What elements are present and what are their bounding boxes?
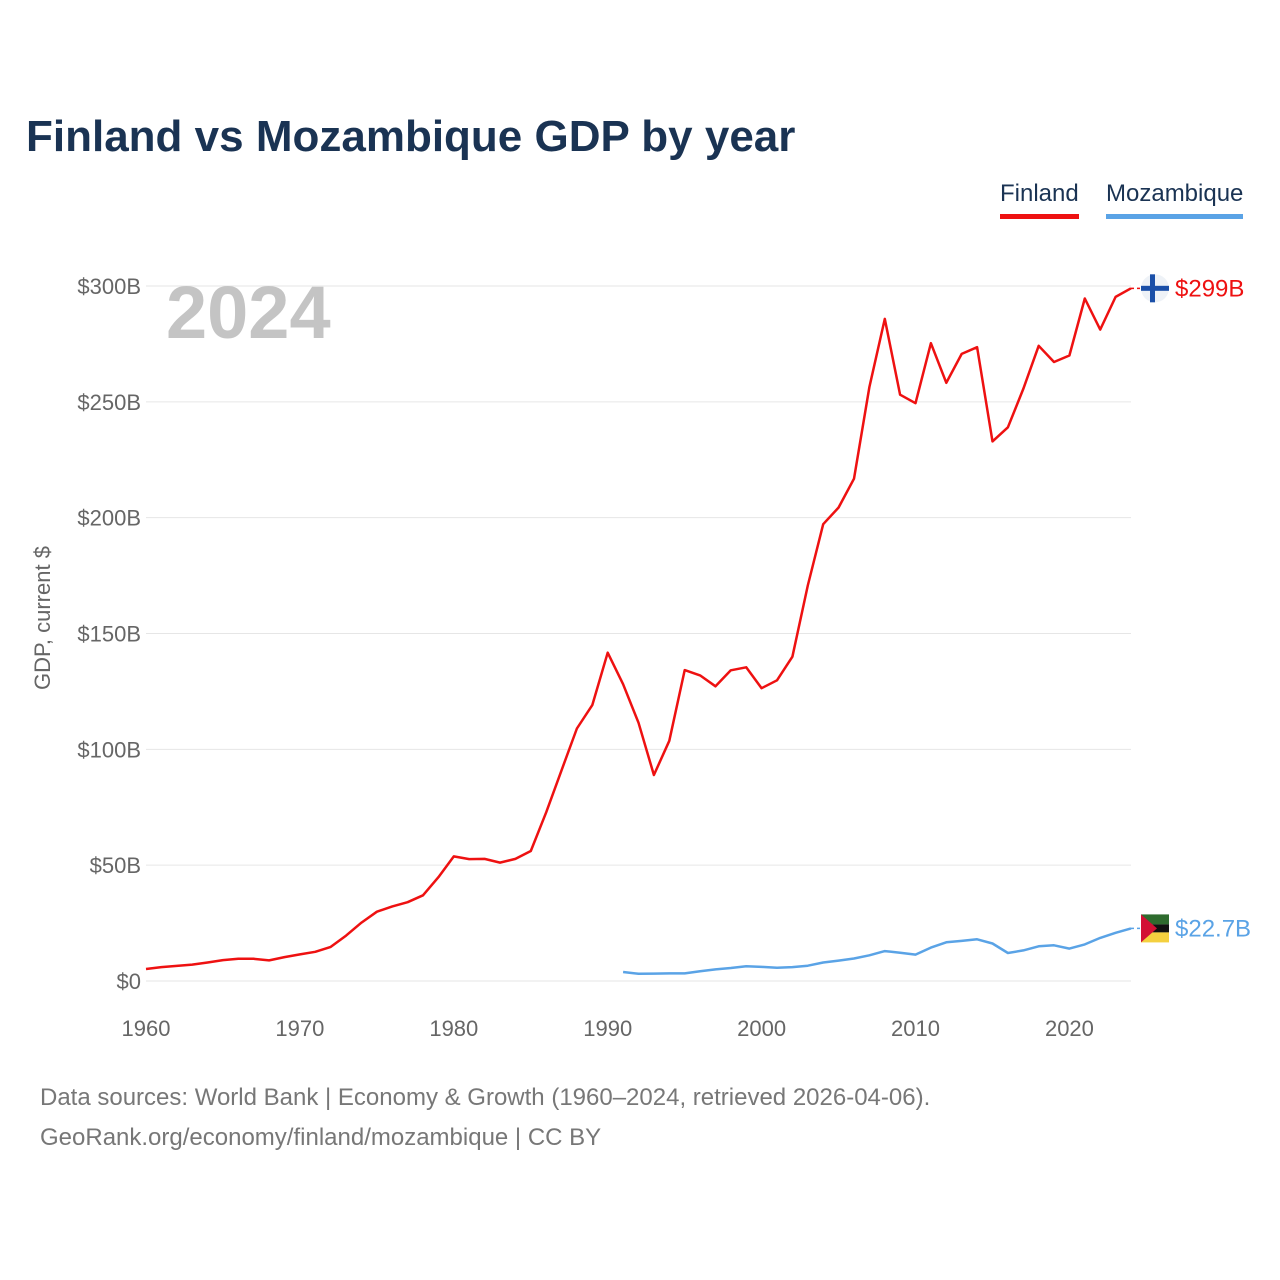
mozambique-flag-icon xyxy=(1141,914,1169,943)
legend-item-finland[interactable]: Finland xyxy=(1000,180,1079,219)
y-tick-label: $100B xyxy=(77,737,141,762)
x-tick-label: 2000 xyxy=(737,1016,786,1041)
series-line-finland[interactable] xyxy=(145,287,1132,971)
x-tick-label: 2020 xyxy=(1045,1016,1094,1041)
year-watermark: 2024 xyxy=(166,271,331,354)
x-tick-label: 1990 xyxy=(583,1016,632,1041)
gridlines xyxy=(146,285,1131,982)
series-line-mozambique[interactable] xyxy=(622,927,1132,976)
end-value-label-finland: $299B xyxy=(1175,275,1244,302)
x-tick-label: 1970 xyxy=(275,1016,324,1041)
data-source-text: Data sources: World Bank | Economy & Gro… xyxy=(40,1084,931,1111)
x-tick-label: 1980 xyxy=(429,1016,478,1041)
y-tick-label: $150B xyxy=(77,622,141,647)
y-tick-label: $300B xyxy=(77,274,141,299)
attribution-link[interactable]: GeoRank.org/economy/finland/mozambique |… xyxy=(40,1124,602,1151)
x-tick-label: 1960 xyxy=(122,1016,171,1041)
finland-flag-icon xyxy=(1141,274,1169,303)
y-tick-label: $200B xyxy=(77,506,141,531)
legend-item-mozambique[interactable]: Mozambique xyxy=(1106,180,1244,219)
line-chart: $0 $50B $100B $150B $200B $250B $300B 1960 1970… xyxy=(30,271,1251,1041)
x-tick-label: 2010 xyxy=(891,1016,940,1041)
y-axis-ticks: $0 $50B $100B $150B $200B $250B $300B xyxy=(77,274,141,994)
y-tick-label: $50B xyxy=(90,853,141,878)
y-tick-label: $0 xyxy=(117,969,141,994)
series-lines xyxy=(145,287,1132,976)
chart-title: Finland vs Mozambique GDP by year xyxy=(26,112,796,161)
y-tick-label: $250B xyxy=(77,390,141,415)
y-axis-label: GDP, current $ xyxy=(30,546,55,690)
end-markers: $299B $22.7B xyxy=(1131,274,1251,943)
x-axis-ticks: 1960 1970 1980 1990 2000 2010 2020 xyxy=(122,1016,1094,1041)
end-value-label-mozambique: $22.7B xyxy=(1175,915,1251,942)
